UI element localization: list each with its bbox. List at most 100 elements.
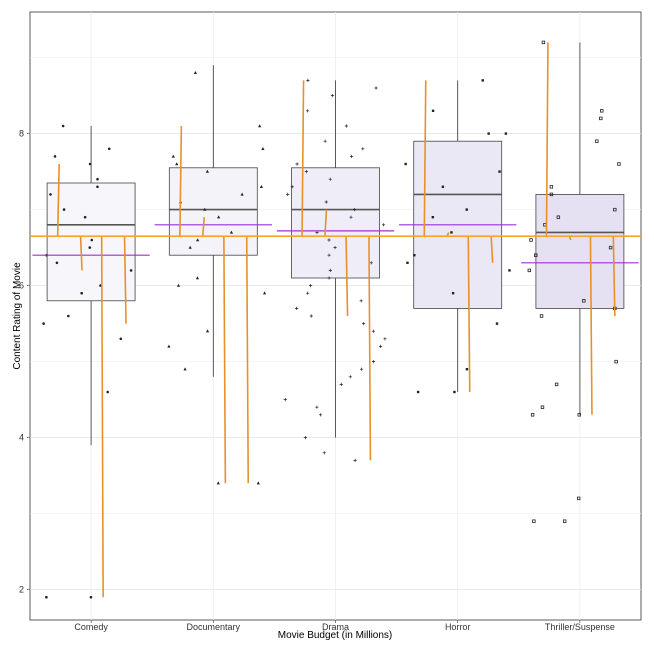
data-point [349, 215, 353, 219]
data-point [371, 329, 375, 333]
data-point [556, 215, 561, 219]
data-point [532, 519, 536, 523]
data-point [406, 261, 409, 264]
y-tick-label: 6 [19, 281, 24, 291]
data-point [383, 337, 387, 341]
data-point [196, 238, 200, 242]
data-point [529, 238, 533, 242]
x-tick-label: Horror [445, 622, 471, 632]
data-point [306, 78, 310, 82]
data-point [119, 337, 123, 341]
data-point [362, 322, 366, 326]
data-points [42, 40, 621, 599]
data-point [323, 139, 327, 143]
data-point [344, 124, 348, 128]
data-point [487, 132, 490, 135]
data-point [195, 276, 200, 280]
data-point [261, 147, 265, 150]
deviation-segment [324, 209, 328, 237]
data-point [465, 208, 468, 211]
y-axis-title: Content Rating of Movie [12, 262, 23, 370]
data-point [339, 382, 343, 386]
data-point [295, 162, 299, 166]
data-point [527, 268, 532, 273]
data-point [88, 246, 92, 249]
data-point [303, 436, 308, 440]
data-point [613, 207, 617, 212]
data-point [369, 261, 373, 265]
data-point [89, 595, 93, 599]
data-point [361, 147, 365, 151]
data-point [216, 481, 220, 485]
data-point [353, 458, 357, 462]
deviation-segment [123, 236, 127, 324]
x-axis-ticks: Comedy Documentary Drama Horror Thriller/Sus… [74, 620, 615, 632]
data-point [504, 132, 508, 135]
data-point [413, 254, 416, 257]
data-point [309, 314, 313, 318]
data-point [176, 283, 181, 287]
data-point [61, 124, 65, 128]
data-point [258, 124, 262, 128]
data-point [175, 162, 179, 166]
data-point [183, 367, 187, 371]
data-point [62, 208, 66, 211]
x-tick-label: Documentary [187, 622, 241, 632]
data-point [374, 86, 378, 90]
data-point [205, 329, 210, 333]
data-point [330, 94, 335, 98]
data-point [96, 177, 99, 181]
data-point [306, 291, 310, 295]
data-point [193, 71, 197, 74]
data-point [541, 40, 546, 45]
data-point [451, 292, 455, 295]
data-point [80, 291, 83, 295]
box-drama [291, 167, 380, 279]
data-point [107, 147, 111, 151]
data-point [290, 185, 294, 189]
data-point [562, 519, 567, 523]
data-point [608, 245, 613, 250]
data-point [359, 299, 363, 303]
data-point [495, 322, 499, 325]
data-point [381, 223, 386, 227]
x-axis-title: Movie Budget (in Millions) [278, 630, 393, 641]
data-point [322, 451, 326, 455]
data-point [42, 322, 45, 325]
data-point [203, 207, 207, 211]
data-point [577, 413, 581, 417]
deviation-segment [423, 80, 427, 237]
data-point [498, 170, 501, 173]
data-point [306, 109, 310, 113]
data-point [378, 344, 383, 348]
data-point [259, 185, 264, 188]
deviation-segment [345, 236, 349, 317]
data-point [327, 276, 331, 280]
data-point [240, 192, 244, 196]
data-point [205, 169, 210, 173]
data-point [431, 216, 435, 219]
data-point [549, 185, 554, 189]
data-point [304, 170, 308, 174]
data-point [83, 215, 87, 219]
deviation-segment [490, 236, 494, 263]
data-point [530, 413, 535, 417]
data-point [371, 360, 376, 364]
data-point [450, 231, 453, 234]
data-point [217, 215, 221, 219]
data-point [453, 390, 456, 394]
deviation-segment [179, 125, 183, 237]
data-point [188, 245, 192, 249]
data-point [256, 481, 260, 485]
data-point [171, 154, 175, 158]
deviation-segment [79, 236, 83, 271]
deviation-segment [545, 42, 549, 237]
x-tick-label: Comedy [74, 622, 108, 632]
data-point [90, 238, 94, 242]
deviation-segment [301, 80, 305, 237]
data-point [318, 413, 323, 417]
data-point [88, 162, 92, 166]
data-point [554, 382, 559, 387]
deviation-segment [467, 236, 471, 393]
